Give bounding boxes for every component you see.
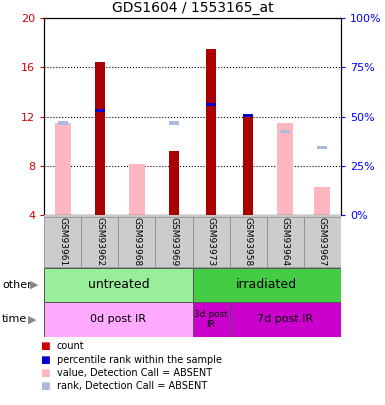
Text: other: other: [2, 280, 32, 290]
Text: rank, Detection Call = ABSENT: rank, Detection Call = ABSENT: [57, 382, 207, 391]
Text: irradiated: irradiated: [236, 278, 297, 292]
Text: 3d post
IR: 3d post IR: [194, 310, 228, 329]
Bar: [192, 302, 229, 337]
Text: ■: ■: [40, 355, 50, 364]
Bar: [315, 187, 330, 215]
Bar: [267, 217, 304, 267]
Bar: [229, 217, 266, 267]
Bar: [129, 164, 145, 215]
Bar: [44, 302, 192, 337]
Bar: [169, 151, 179, 215]
Text: untreated: untreated: [87, 278, 149, 292]
Text: value, Detection Call = ABSENT: value, Detection Call = ABSENT: [57, 368, 212, 378]
Text: 7d post IR: 7d post IR: [257, 314, 313, 324]
Text: ■: ■: [40, 341, 50, 351]
Text: GSM93958: GSM93958: [244, 217, 253, 266]
Title: GDS1604 / 1553165_at: GDS1604 / 1553165_at: [112, 1, 273, 15]
Bar: [304, 217, 341, 267]
Bar: [206, 102, 216, 106]
Bar: [206, 49, 216, 215]
Text: GSM93973: GSM93973: [206, 217, 216, 266]
Bar: [192, 217, 229, 267]
Bar: [317, 146, 327, 149]
Bar: [119, 217, 156, 267]
Bar: [95, 109, 105, 112]
Bar: [44, 217, 81, 267]
Text: 0d post IR: 0d post IR: [90, 314, 146, 324]
Bar: [156, 217, 192, 267]
Text: GSM93969: GSM93969: [169, 217, 179, 266]
Text: percentile rank within the sample: percentile rank within the sample: [57, 355, 222, 364]
Bar: [95, 62, 105, 215]
Text: ■: ■: [40, 368, 50, 378]
Bar: [277, 123, 293, 215]
Bar: [81, 217, 119, 267]
Bar: [58, 121, 68, 125]
Bar: [169, 121, 179, 125]
Bar: [44, 268, 192, 302]
Text: ▶: ▶: [30, 280, 38, 290]
Bar: [243, 115, 253, 215]
Bar: [55, 123, 70, 215]
Text: GSM93968: GSM93968: [132, 217, 141, 266]
Bar: [243, 114, 253, 117]
Text: GSM93964: GSM93964: [281, 217, 290, 266]
Bar: [280, 130, 290, 133]
Text: GSM93962: GSM93962: [95, 217, 104, 266]
Text: ▶: ▶: [28, 314, 36, 324]
Text: GSM93961: GSM93961: [58, 217, 67, 266]
Bar: [192, 268, 341, 302]
Text: count: count: [57, 341, 85, 351]
Text: GSM93967: GSM93967: [318, 217, 327, 266]
Bar: [229, 302, 341, 337]
Text: ■: ■: [40, 382, 50, 391]
Text: time: time: [2, 314, 27, 324]
